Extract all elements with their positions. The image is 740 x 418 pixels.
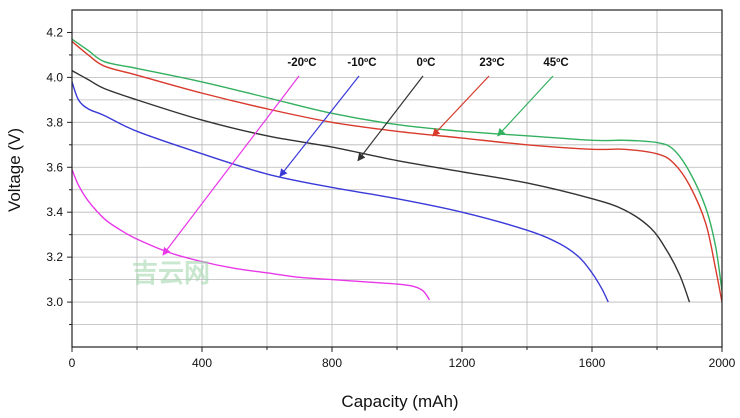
temp-label-23c: 23ºC (479, 57, 504, 69)
x-axis-title: Capacity (mAh) (341, 392, 458, 411)
y-tick-label: 3.8 (46, 115, 63, 129)
temp-label-45c: 45ºC (543, 57, 568, 69)
y-tick-label: 3.6 (46, 160, 63, 174)
series-line-minus-10c (72, 81, 609, 303)
temp-label-minus-20c: -20ºC (287, 57, 316, 69)
temp-label-0c: 0ºC (417, 57, 436, 69)
y-tick-label: 3.0 (46, 295, 63, 309)
arrow-45c (497, 75, 554, 137)
series-line-23c (72, 40, 722, 303)
arrow-minus-10c (279, 75, 360, 178)
annotation-layer: -20ºC -10ºC 0ºC 23ºC 45ºC (162, 57, 569, 256)
grid (72, 10, 722, 347)
y-tick-label: 4.0 (46, 70, 63, 84)
x-tick-label: 1600 (579, 356, 606, 370)
watermark: 吉云网 (132, 259, 210, 289)
series-line-0c (72, 70, 691, 303)
y-tick-label: 3.4 (46, 205, 63, 219)
arrow-minus-20c (162, 75, 300, 256)
x-tick-label: 800 (322, 356, 342, 370)
temp-label-minus-10c: -10ºC (347, 57, 376, 69)
x-tick-label: 1200 (449, 356, 476, 370)
arrow-23c (432, 75, 490, 137)
series-layer (72, 38, 722, 303)
x-tick-label: 2000 (709, 356, 736, 370)
tick-layer: 0 400 800 1200 1600 2000 3.0 3.2 3.4 3.6 3.8 4.0 4.2 (46, 25, 735, 370)
x-tick-label: 400 (192, 356, 212, 370)
y-tick-label: 4.2 (46, 25, 63, 39)
y-tick-label: 3.2 (46, 250, 63, 264)
y-axis-title: Voltage (V) (5, 128, 24, 212)
series-line-minus-20c (72, 169, 431, 301)
x-tick-label: 0 (69, 356, 76, 370)
series-line-45c (72, 38, 722, 291)
arrow-0c (357, 75, 424, 162)
